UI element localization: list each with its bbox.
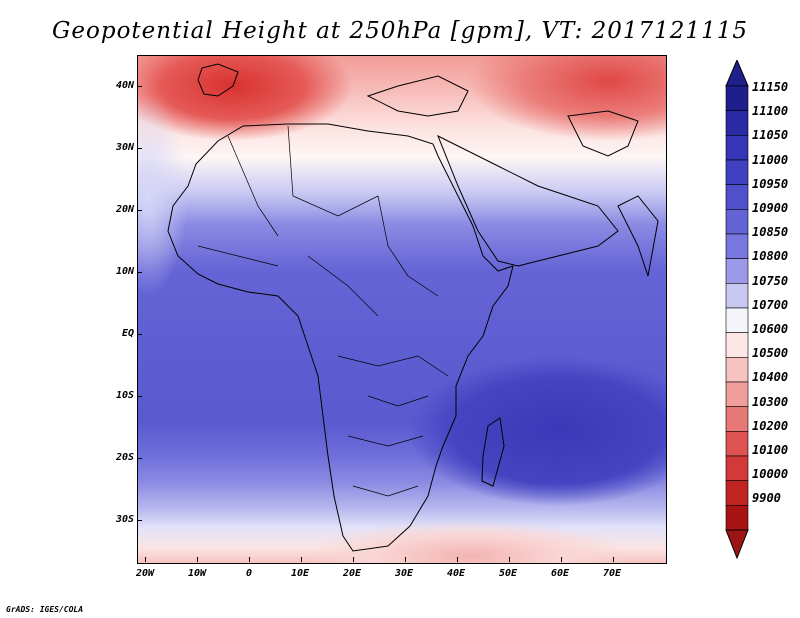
lon-label-60e: 60E <box>551 568 570 579</box>
lat-label-20n: 20N <box>115 204 134 215</box>
colorbar-level-label: 10850 <box>752 225 789 240</box>
lon-tick <box>197 557 198 562</box>
lat-label-30s: 30S <box>115 514 134 525</box>
lon-label-20w: 20W <box>136 568 155 579</box>
colorbar-box <box>725 406 749 432</box>
lon-label-10w: 10W <box>188 568 207 579</box>
colorbar-level-label: 10600 <box>752 322 789 336</box>
lon-tick <box>145 557 146 562</box>
colorbar-level-label: 9900 <box>752 491 781 506</box>
colorbar-level-label: 10200 <box>752 418 789 433</box>
coastline <box>167 63 659 552</box>
colorbar-level-label: 10700 <box>752 297 789 312</box>
lat-tick <box>137 396 142 397</box>
colorbar-box <box>725 135 749 161</box>
colorbar-box <box>725 283 749 309</box>
colorbar-level-label: 10900 <box>752 201 789 215</box>
lat-tick <box>137 86 142 87</box>
colorbar-box <box>725 480 749 506</box>
chart-title: Geopotential Height at 250hPa [gpm], VT:… <box>52 18 748 44</box>
colorbar-box <box>725 159 749 185</box>
lat-tick <box>137 148 142 149</box>
colorbar-level-label: 11050 <box>752 128 789 143</box>
colorbar-level-label: 10100 <box>752 443 789 457</box>
colorbar-level-label: 10750 <box>752 273 789 288</box>
colorbar-box <box>725 381 749 407</box>
colorbar <box>725 60 749 560</box>
lat-label-10n: 10N <box>115 266 134 277</box>
lon-label-20e: 20E <box>343 568 362 579</box>
lat-tick <box>137 210 142 211</box>
colorbar-box <box>725 184 749 210</box>
colorbar-box <box>725 233 749 259</box>
colorbar-box <box>725 332 749 358</box>
colorbar-box <box>725 431 749 457</box>
lon-label-10e: 10E <box>291 568 310 579</box>
lon-label-0: 0 <box>246 568 253 579</box>
colorbar-level-label: 10300 <box>752 394 789 409</box>
colorbar-level-label: 10800 <box>752 249 789 264</box>
colorbar-box <box>725 258 749 284</box>
colorbar-box <box>725 110 749 136</box>
lat-tick <box>137 458 142 459</box>
colorbar-level-label: 10400 <box>752 370 789 385</box>
colorbar-box <box>725 209 749 235</box>
colorbar-box <box>725 85 749 111</box>
colorbar-top-arrow <box>725 60 749 87</box>
map-panel <box>137 55 667 564</box>
colorbar-level-label: 11000 <box>752 152 789 167</box>
colorbar-box <box>725 357 749 383</box>
lat-tick <box>137 520 142 521</box>
colorbar-box <box>725 307 749 333</box>
grads-credit: GrADS: IGES/COLA <box>6 605 84 614</box>
lat-tick <box>137 334 142 335</box>
lon-tick <box>613 557 614 562</box>
colorbar-box <box>725 505 749 531</box>
lat-tick <box>137 272 142 273</box>
colorbar-level-label: 10500 <box>752 346 789 361</box>
lon-tick <box>249 557 250 562</box>
lat-label-20s: 20S <box>115 452 134 463</box>
lon-tick <box>301 557 302 562</box>
colorbar-level-label: 11100 <box>752 104 789 119</box>
lon-tick <box>405 557 406 562</box>
colorbar-bottom-arrow <box>725 529 749 560</box>
lon-label-50e: 50E <box>499 568 518 579</box>
colorbar-box <box>725 455 749 481</box>
lon-tick <box>353 557 354 562</box>
lon-label-30e: 30E <box>395 568 414 579</box>
colorbar-level-label: 11150 <box>752 80 789 94</box>
lon-tick <box>561 557 562 562</box>
lon-tick <box>509 557 510 562</box>
lat-label-40n: 40N <box>115 80 134 91</box>
lat-label-10s: 10S <box>115 390 134 401</box>
colorbar-level-label: 10950 <box>752 176 789 191</box>
geopotential-field <box>138 56 666 563</box>
lon-label-40e: 40E <box>447 568 466 579</box>
lat-label-30n: 30N <box>115 142 134 153</box>
colorbar-boxes <box>725 85 749 531</box>
lon-tick <box>457 557 458 562</box>
lon-label-70e: 70E <box>603 568 622 579</box>
lat-label-eq: EQ <box>121 328 134 339</box>
country-borders <box>197 125 449 497</box>
colorbar-level-label: 10000 <box>752 467 789 482</box>
